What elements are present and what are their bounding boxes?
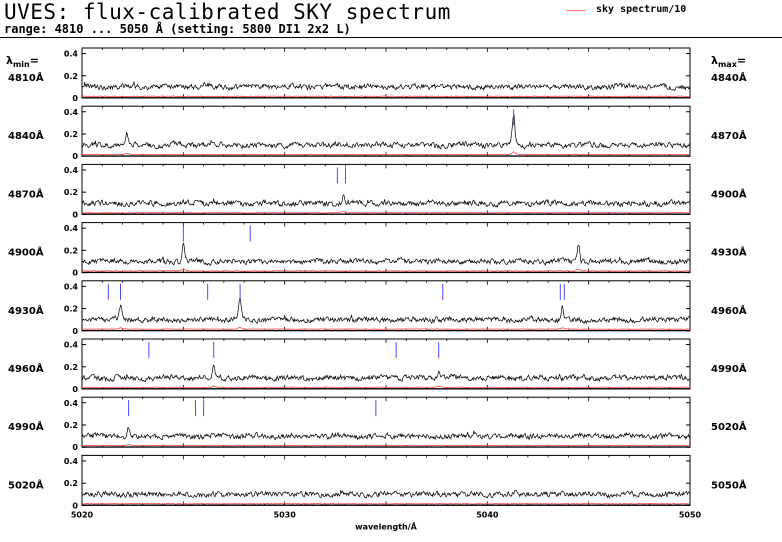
object-spectrum-line xyxy=(81,113,691,150)
y-tick-label: 0.2 xyxy=(64,305,78,314)
x-tick-label: 5030 xyxy=(274,510,297,519)
y-tick-label: 0.4 xyxy=(64,50,79,59)
sky-spectrum-line xyxy=(81,443,691,447)
lambda-max-label: 4990Å xyxy=(711,362,747,375)
sky-spectrum-line xyxy=(81,502,691,505)
lambda-min-label: 5020Å xyxy=(8,478,44,491)
lambda-max-label: 4930Å xyxy=(711,246,747,259)
lambda-min-symbol: λ xyxy=(6,54,13,67)
y-tick-label: 0 xyxy=(72,269,78,278)
lambda-max-equals: = xyxy=(736,54,747,67)
spectrum-panel: 0 0.2 0.4 4930Å 4960Å xyxy=(8,280,747,336)
lambda-max-label: 5020Å xyxy=(711,420,747,433)
lambda-min-subscript: min xyxy=(12,60,30,70)
spectrum-panel: 0 0.2 0.4 4870Å 4900Å xyxy=(8,163,747,219)
lambda-min-label: 4900Å xyxy=(8,246,44,259)
lambda-min-label: 4960Å xyxy=(8,362,44,375)
spectrum-panel: 0 0.2 0.4 4990Å 5020Å xyxy=(8,396,747,452)
legend-label-sky: sky spectrum/10 xyxy=(596,4,687,15)
y-tick-label: 0.4 xyxy=(64,224,79,233)
header-divider xyxy=(0,37,782,38)
lambda-min-label: 4840Å xyxy=(8,129,44,142)
panel-frame xyxy=(81,280,691,332)
object-spectrum-line xyxy=(81,242,691,266)
panel-frame xyxy=(81,222,691,274)
sky-spectrum-line xyxy=(81,268,691,272)
legend-swatch-sky xyxy=(566,10,586,11)
y-tick-label: 0 xyxy=(72,443,78,452)
lambda-max-label: 5050Å xyxy=(711,478,747,491)
object-spectrum-line xyxy=(81,194,691,208)
spectrum-panels: 0 0.2 0.4 4810Å 4840Å 0 0.2 0.4 4840Å 4870Å 0 0.2 0.… xyxy=(8,47,747,510)
lambda-max-label: 4840Å xyxy=(711,71,747,84)
y-tick-label: 0 xyxy=(72,94,78,103)
y-tick-label: 0 xyxy=(72,501,78,510)
sky-spectrum-line xyxy=(81,385,690,389)
lambda-min-label: 4990Å xyxy=(8,420,44,433)
y-tick-label: 0.4 xyxy=(64,108,79,117)
lambda-max-subscript: max xyxy=(717,60,737,70)
panel-frame xyxy=(81,105,691,157)
sky-spectrum-line xyxy=(81,211,690,214)
x-tick-label: 5020 xyxy=(71,510,94,519)
object-spectrum-line xyxy=(81,296,691,325)
lambda-min-label: 4930Å xyxy=(8,304,44,317)
lambda-max-heading: λmax= xyxy=(711,54,746,69)
lambda-min-label: 4870Å xyxy=(8,187,44,200)
sky-spectrum-line xyxy=(81,95,691,98)
lambda-min-equals: = xyxy=(29,54,39,67)
y-tick-label: 0 xyxy=(72,210,78,219)
y-tick-label: 0.4 xyxy=(64,282,79,291)
chart-title: UVES: flux-calibrated SKY spectrum xyxy=(4,0,451,24)
y-tick-label: 0.4 xyxy=(64,341,79,350)
sky-spectrum-line xyxy=(81,151,691,156)
y-tick-label: 0 xyxy=(72,327,78,336)
object-spectrum-line xyxy=(81,364,691,383)
panel-frame xyxy=(81,338,691,390)
panel-frame xyxy=(81,454,691,506)
spectrum-panel: 0 0.2 0.4 4810Å 4840Å xyxy=(8,47,747,103)
y-tick-label: 0.2 xyxy=(64,246,78,255)
x-tick-label: 5040 xyxy=(476,510,499,519)
spectrum-panel: 0 0.2 0.4 5020Å 5050Å xyxy=(8,454,747,510)
y-tick-label: 0.2 xyxy=(64,421,78,430)
object-spectrum-line xyxy=(81,426,691,441)
spectrum-panel: 0 0.2 0.4 4900Å 4930Å xyxy=(8,222,747,278)
sky-spectrum-line xyxy=(81,327,691,330)
y-tick-label: 0.2 xyxy=(64,363,78,372)
x-axis-label: wavelength/Å xyxy=(355,521,417,531)
y-tick-label: 0.4 xyxy=(64,399,79,408)
lambda-max-label: 4960Å xyxy=(711,304,747,317)
y-tick-label: 0.2 xyxy=(64,130,78,139)
chart-subtitle: range: 4810 ... 5050 Å (setting: 5800 DI… xyxy=(4,22,351,36)
spectrum-panel: 0 0.2 0.4 4960Å 4990Å xyxy=(8,338,747,394)
lambda-min-label: 4810Å xyxy=(8,71,44,84)
panel-frame xyxy=(81,163,691,215)
y-tick-label: 0 xyxy=(72,385,78,394)
lambda-max-label: 4900Å xyxy=(711,187,747,200)
lambda-max-symbol: λ xyxy=(711,54,718,67)
panel-frame xyxy=(81,47,691,99)
x-tick-label: 5050 xyxy=(679,510,702,519)
y-tick-label: 0.2 xyxy=(64,479,78,488)
lambda-min-heading: λmin= xyxy=(6,54,39,69)
y-tick-label: 0.2 xyxy=(64,72,78,81)
y-tick-label: 0.4 xyxy=(64,166,79,175)
y-tick-label: 0 xyxy=(72,152,78,161)
panel-frame xyxy=(81,396,691,448)
y-tick-label: 0.4 xyxy=(64,457,79,466)
lambda-max-label: 4870Å xyxy=(711,129,747,142)
bottom-x-axis: 5020 5030 5040 5050 wavelength/Å xyxy=(71,510,702,531)
y-tick-label: 0.2 xyxy=(64,188,78,197)
spectrum-panel: 0 0.2 0.4 4840Å 4870Å xyxy=(8,105,747,161)
object-spectrum-line xyxy=(81,80,691,91)
object-spectrum-line xyxy=(81,489,691,499)
